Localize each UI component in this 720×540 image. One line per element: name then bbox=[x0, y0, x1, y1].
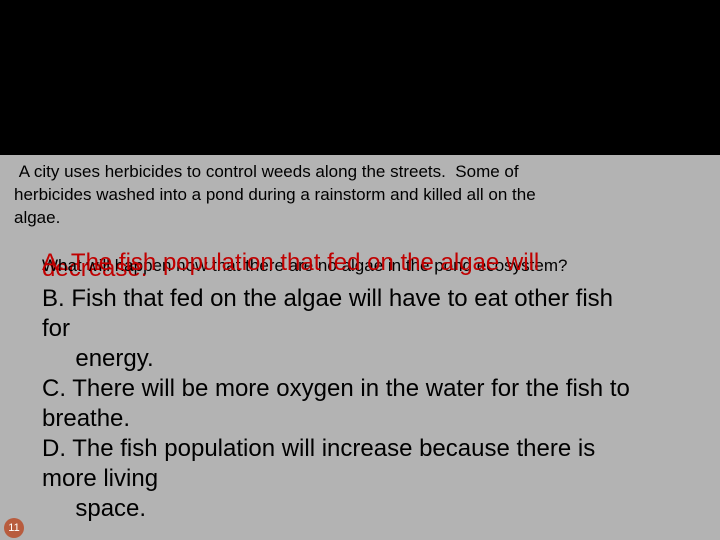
answer-d-line1: D. The fish population will increase bec… bbox=[42, 434, 706, 464]
answer-b-line2: for bbox=[42, 314, 706, 344]
answer-d-line2: more living bbox=[42, 464, 706, 494]
answer-b-line3: energy. bbox=[42, 344, 706, 374]
answer-c-line2: breathe. bbox=[42, 404, 706, 434]
answer-d-line3: space. bbox=[42, 494, 706, 524]
question-line: herbicides washed into a pond during a r… bbox=[14, 184, 706, 207]
answer-b-line1: B. Fish that fed on the algae will have … bbox=[42, 284, 706, 314]
content-band: A city uses herbicides to control weeds … bbox=[0, 155, 720, 540]
answers-block: What will happen now that there are no a… bbox=[14, 254, 706, 524]
page-number: 11 bbox=[8, 522, 19, 534]
answer-c-line1: C. There will be more oxygen in the wate… bbox=[42, 374, 706, 404]
overlap-region: What will happen now that there are no a… bbox=[42, 254, 706, 278]
answer-text: decrease. B. Fish that fed on the algae … bbox=[42, 254, 706, 524]
question-line: A city uses herbicides to control weeds … bbox=[14, 161, 706, 184]
page-number-badge: 11 bbox=[4, 518, 24, 538]
answer-a-line1: A. The fish population that fed on the a… bbox=[42, 248, 539, 278]
question-line: algae. bbox=[14, 207, 706, 230]
question-text: A city uses herbicides to control weeds … bbox=[14, 161, 706, 230]
